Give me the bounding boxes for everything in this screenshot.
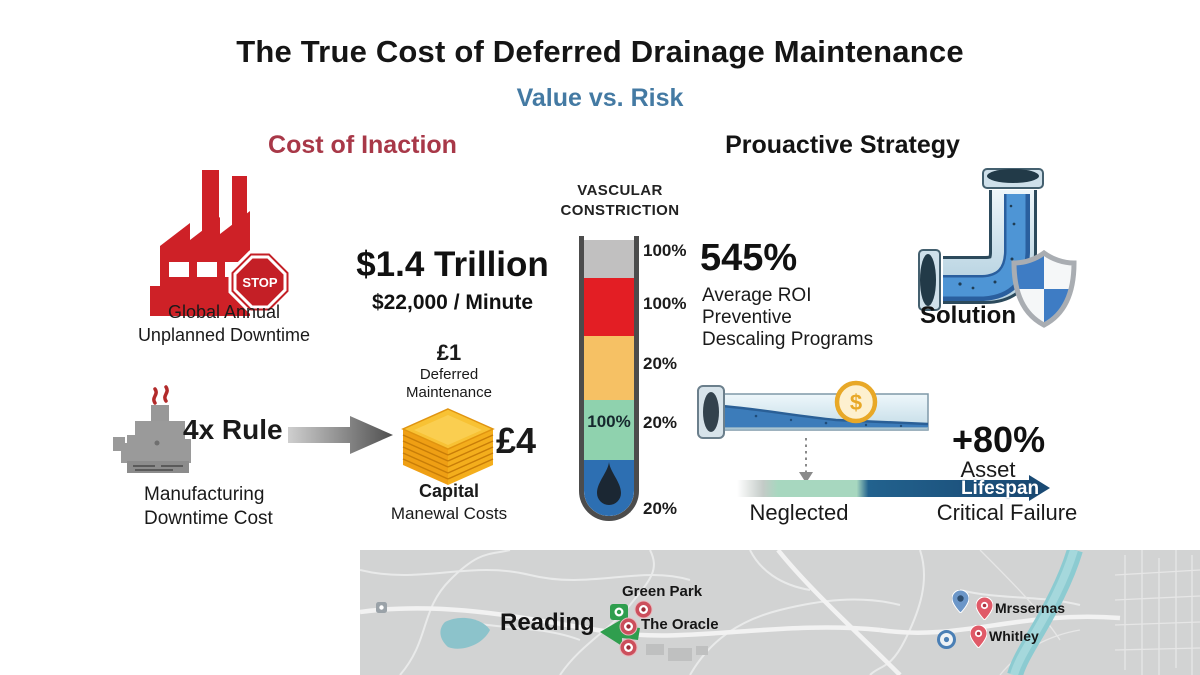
gauge-label-3: 20% <box>643 413 678 432</box>
gauge-label-4: 20% <box>643 499 678 518</box>
roi-line2: Preventive <box>702 307 792 328</box>
timeline-neglected-label: Neglected <box>749 500 849 525</box>
test-tube-gauge <box>579 236 639 521</box>
deferred-value: £1 <box>436 340 462 365</box>
manufacturing-plant-icon <box>113 385 191 473</box>
factory-stop-icon: STOP <box>150 170 290 316</box>
map-label-mrssernas: Mrssernas <box>995 600 1066 616</box>
shield-icon <box>1011 250 1077 328</box>
elbow-pipe-icon <box>918 168 1044 311</box>
timeline-arrowhead <box>1029 475 1050 501</box>
downtime-caption: Global Annual Unplanned Downtime <box>118 301 330 347</box>
downtime-caption-line1: Global Annual <box>167 302 281 322</box>
dotted-down-arrow-icon <box>799 438 813 483</box>
asset-lifespan-timeline <box>737 480 1029 497</box>
gauge-label-0: 100% <box>643 241 687 260</box>
stop-sign-text: STOP <box>242 275 277 290</box>
capital-value: £4 <box>496 420 537 461</box>
map-pin-green-park[interactable] <box>634 600 653 619</box>
tube-segment-red <box>584 278 634 336</box>
deferred-label-line1: Deferred <box>419 366 479 383</box>
capital-label-line1: Capital <box>418 481 479 501</box>
map-label-the-oracle: The Oracle <box>641 616 719 633</box>
gold-stack-icon <box>401 408 495 485</box>
roi-line3: Descaling Programs <box>702 329 874 350</box>
gauge-label-1: 100% <box>643 294 687 313</box>
rule-caption: Manufacturing Downtime Cost <box>144 483 273 531</box>
lifespan-label-line1: Asset <box>960 457 1016 482</box>
page-subtitle: Value vs. Risk <box>516 84 684 112</box>
oil-droplet-icon <box>597 462 621 505</box>
map-pin-south[interactable] <box>619 638 638 657</box>
map-pin-whitley[interactable] <box>970 625 987 648</box>
section-header-cost-of-inaction: Cost of Inaction <box>268 131 457 159</box>
map-label-whitley: Whitley <box>989 628 1039 644</box>
map-station-marker[interactable] <box>937 630 956 649</box>
tube-segment-teal <box>584 400 634 460</box>
rule-caption-line2: Downtime Cost <box>144 508 273 529</box>
gauge-title-line1: VASCULAR <box>577 182 663 199</box>
map-city-label: Reading <box>500 609 595 636</box>
rule-value: 4x Rule <box>183 414 283 445</box>
lifespan-value: +80% <box>952 419 1046 460</box>
deferred-label-line2: Maintenance <box>406 384 492 401</box>
map-pin-blue[interactable] <box>952 590 969 613</box>
tube-gap <box>584 236 634 240</box>
solution-label: Solution <box>920 302 1016 329</box>
rule-caption-line1: Manufacturing <box>144 484 265 505</box>
map-pin-mrssernas[interactable] <box>976 597 993 620</box>
downtime-caption-line2: Unplanned Downtime <box>137 325 311 345</box>
gauge-inner-label: 100% <box>587 412 631 431</box>
tube-segment-orange <box>584 336 634 400</box>
map-pin-the-oracle[interactable] <box>619 617 638 636</box>
tube-segment-blue <box>584 460 634 516</box>
downtime-cost-rate: $22,000 / Minute <box>371 291 534 314</box>
tube-segment-gray <box>584 240 634 278</box>
right-arrow-icon <box>288 416 393 454</box>
horizontal-pipe-icon <box>697 385 929 439</box>
roi-value: 545% <box>700 237 798 279</box>
capital-label-line2: Manewal Costs <box>390 504 508 523</box>
downtime-cost-value: $1.4 Trillion <box>356 245 549 284</box>
gauge-title: VASCULAR CONSTRICTION <box>540 181 700 221</box>
map-background <box>360 550 1200 675</box>
page-title: The True Cost of Deferred Drainage Maint… <box>236 34 964 69</box>
roi-line1: Average ROI <box>702 285 812 306</box>
lifespan-label-line2: Lifespan <box>960 478 1040 499</box>
timeline-critical-label: Critical Failure <box>936 500 1078 525</box>
coin-symbol: $ <box>850 390 862 415</box>
reading-map: Reading Green Park The Oracle <box>360 550 1200 675</box>
gauge-title-line2: CONSTRICTION <box>560 202 680 219</box>
gauge-label-2: 20% <box>643 354 678 373</box>
map-label-green-park: Green Park <box>622 583 703 600</box>
section-header-proactive-strategy: Prouactive Strategy <box>725 131 960 159</box>
dollar-coin-icon: $ <box>834 380 878 424</box>
